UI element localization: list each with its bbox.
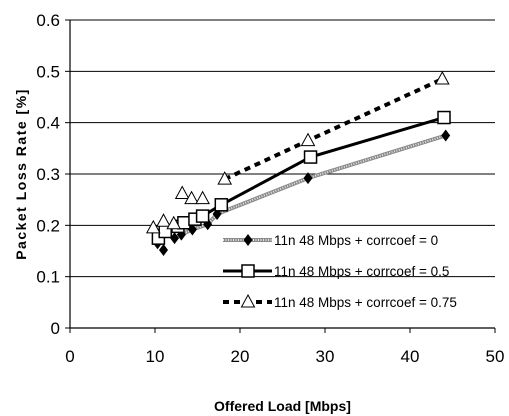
triangle-point (174, 185, 190, 200)
legend: 11n 48 Mbps + corrcoef = 0 11n 48 Mbps + … (223, 233, 457, 310)
y-axis-title: Packet Loss Rate [%] (13, 88, 29, 260)
legend-label: 11n 48 Mbps + corrcoef = 0.75 (274, 295, 457, 310)
diamond-point (170, 232, 180, 245)
triangle-point (166, 215, 182, 230)
square-point (195, 209, 210, 223)
y-tick-label: 0.2 (36, 216, 60, 235)
x-tick-label: 20 (231, 347, 250, 366)
tick-labels: 0 0.1 0.2 0.3 0.4 0.5 0.6 0 10 20 30 40 50 (36, 11, 504, 366)
triangle-point (217, 171, 233, 185)
square-point (303, 150, 318, 164)
triangle-point (184, 190, 199, 205)
triangle-point (156, 213, 171, 227)
series-line-1 (201, 116, 445, 218)
square-point (214, 198, 229, 212)
triangle-point (434, 70, 450, 85)
legend-label: 11n 48 Mbps + corrcoef = 0 (274, 233, 438, 248)
grid-lines (70, 19, 495, 278)
triangle-point (300, 132, 316, 147)
diamond-point (303, 172, 313, 185)
diamond-point (441, 129, 451, 142)
square-point (437, 110, 451, 125)
x-tick-label: 30 (316, 347, 335, 366)
y-tick-label: 0.3 (36, 165, 60, 184)
x-axis-title: Offered Load [Mbps] (214, 398, 351, 414)
y-tick-label: 0.6 (36, 11, 60, 30)
series-markers (145, 70, 451, 256)
triangle-point (240, 293, 256, 308)
y-tick-label: 0 (51, 319, 60, 338)
legend-label: 11n 48 Mbps + corrcoef = 0.5 (274, 264, 449, 279)
x-tick-label: 0 (65, 347, 74, 366)
y-tick-label: 0.4 (36, 114, 60, 133)
y-tick-label: 0.1 (36, 268, 60, 287)
x-tick-label: 40 (401, 347, 420, 366)
diamond-point (159, 243, 168, 256)
x-tick-label: 50 (486, 347, 505, 366)
axes (65, 19, 496, 333)
triangle-point (195, 190, 210, 205)
y-tick-label: 0.5 (36, 62, 60, 81)
x-tick-label: 10 (146, 347, 165, 366)
diamond-point (243, 234, 253, 246)
triangle-point (145, 219, 161, 234)
square-point (241, 264, 255, 278)
